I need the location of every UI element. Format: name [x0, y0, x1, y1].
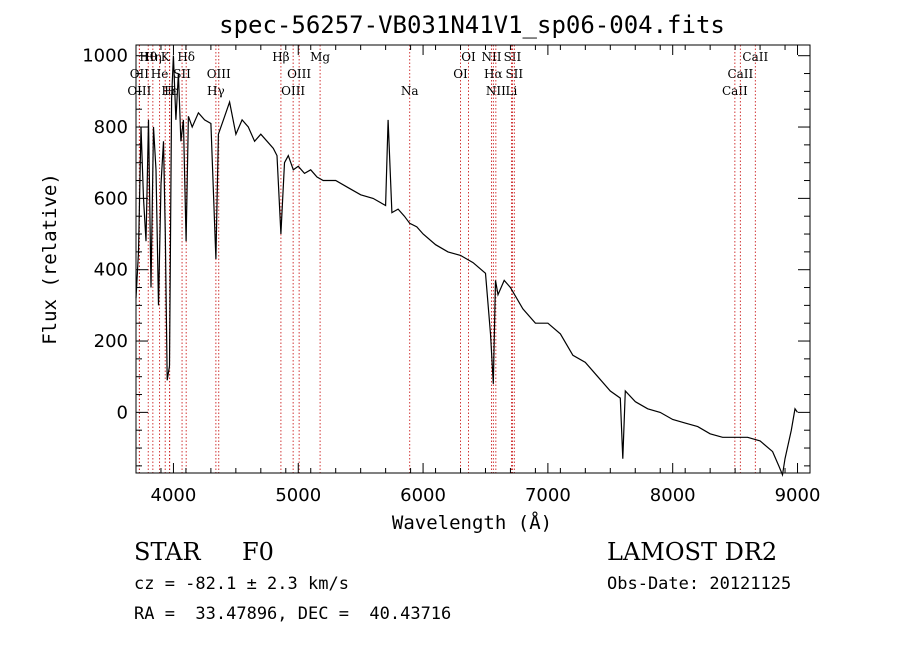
object-class: STAR — [134, 538, 201, 566]
line-label: SII — [504, 50, 522, 64]
x-tick-label: 5000 — [275, 485, 321, 506]
x-tick-label: 8000 — [650, 485, 696, 506]
survey-name: LAMOST DR2 — [607, 538, 778, 566]
line-label: SII — [505, 67, 523, 81]
spectrum-line — [135, 55, 798, 478]
line-label: OI — [453, 67, 468, 81]
object-subclass: F0 — [242, 538, 274, 566]
y-tick-label: 600 — [94, 188, 128, 209]
line-label: CaII — [722, 84, 748, 98]
line-label: NII — [486, 84, 506, 98]
line-label: K — [161, 50, 171, 64]
redshift-text: cz = -82.1 ± 2.3 km/s — [134, 574, 349, 594]
line-label: NII — [481, 50, 501, 64]
obs-date-text: Obs-Date: 20121125 — [607, 574, 792, 594]
line-label: Hγ — [207, 84, 225, 98]
line-label: Hδ — [177, 50, 195, 64]
line-label: SII — [173, 67, 191, 81]
line-label: Li — [506, 84, 518, 98]
line-label: OI — [461, 50, 476, 64]
y-tick-label: 0 — [117, 402, 128, 423]
x-tick-label: 9000 — [775, 485, 821, 506]
line-label: CaII — [742, 50, 768, 64]
line-label: Hη — [144, 50, 162, 64]
x-tick-label: 7000 — [525, 485, 571, 506]
y-tick-label: 1000 — [82, 46, 128, 67]
y-tick-label: 400 — [94, 260, 128, 281]
x-axis-ticks: 4000 5000 6000 7000 8000 9000 — [151, 45, 821, 506]
plot-frame — [135, 44, 811, 474]
y-axis-label: Flux (relative) — [39, 173, 61, 345]
line-label: CaII — [727, 67, 753, 81]
line-label: Hβ — [272, 50, 289, 64]
y-axis-ticks: 0 200 400 600 800 1000 — [82, 46, 810, 467]
emission-line-markers: HθOIIOIIIHηHeKHεHSIIHδOIIIHγHβOIIIOIIIMg… — [127, 45, 768, 473]
line-label: Na — [401, 84, 419, 98]
line-label: OIII — [281, 84, 305, 98]
y-tick-label: 800 — [94, 117, 128, 138]
chart-title: spec-56257-VB031N41V1_sp06-004.fits — [219, 11, 725, 39]
line-label: Mg — [310, 50, 330, 64]
line-label: He — [151, 67, 169, 81]
line-label: Hα — [484, 67, 503, 81]
line-label: OIII — [287, 67, 311, 81]
line-label: OIII — [207, 67, 231, 81]
coordinates-text: RA = 33.47896, DEC = 40.43716 — [134, 604, 452, 624]
line-label: H — [164, 84, 174, 98]
x-tick-label: 6000 — [400, 485, 446, 506]
x-axis-label: Wavelength (Å) — [392, 511, 552, 534]
y-tick-label: 200 — [94, 331, 128, 352]
x-tick-label: 4000 — [151, 485, 197, 506]
